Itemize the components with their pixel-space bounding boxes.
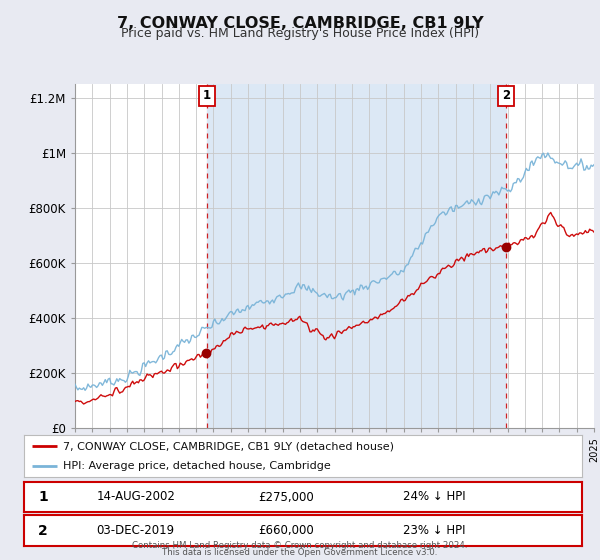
Text: 2: 2 — [502, 89, 510, 102]
Text: £660,000: £660,000 — [259, 524, 314, 537]
Bar — [207, 84, 506, 428]
Text: 7, CONWAY CLOSE, CAMBRIDGE, CB1 9LY (detached house): 7, CONWAY CLOSE, CAMBRIDGE, CB1 9LY (det… — [63, 441, 394, 451]
Text: 1: 1 — [203, 89, 211, 102]
Text: Price paid vs. HM Land Registry's House Price Index (HPI): Price paid vs. HM Land Registry's House … — [121, 27, 479, 40]
Text: 1: 1 — [38, 490, 48, 504]
Text: £275,000: £275,000 — [259, 491, 314, 503]
Text: 23% ↓ HPI: 23% ↓ HPI — [403, 524, 466, 537]
Text: 2: 2 — [38, 524, 48, 538]
Text: 24% ↓ HPI: 24% ↓ HPI — [403, 491, 466, 503]
Text: Contains HM Land Registry data © Crown copyright and database right 2024.: Contains HM Land Registry data © Crown c… — [132, 541, 468, 550]
Text: 14-AUG-2002: 14-AUG-2002 — [97, 491, 175, 503]
Text: This data is licensed under the Open Government Licence v3.0.: This data is licensed under the Open Gov… — [163, 548, 437, 557]
Text: 03-DEC-2019: 03-DEC-2019 — [97, 524, 175, 537]
Text: 7, CONWAY CLOSE, CAMBRIDGE, CB1 9LY: 7, CONWAY CLOSE, CAMBRIDGE, CB1 9LY — [116, 16, 484, 31]
Text: HPI: Average price, detached house, Cambridge: HPI: Average price, detached house, Camb… — [63, 461, 331, 471]
